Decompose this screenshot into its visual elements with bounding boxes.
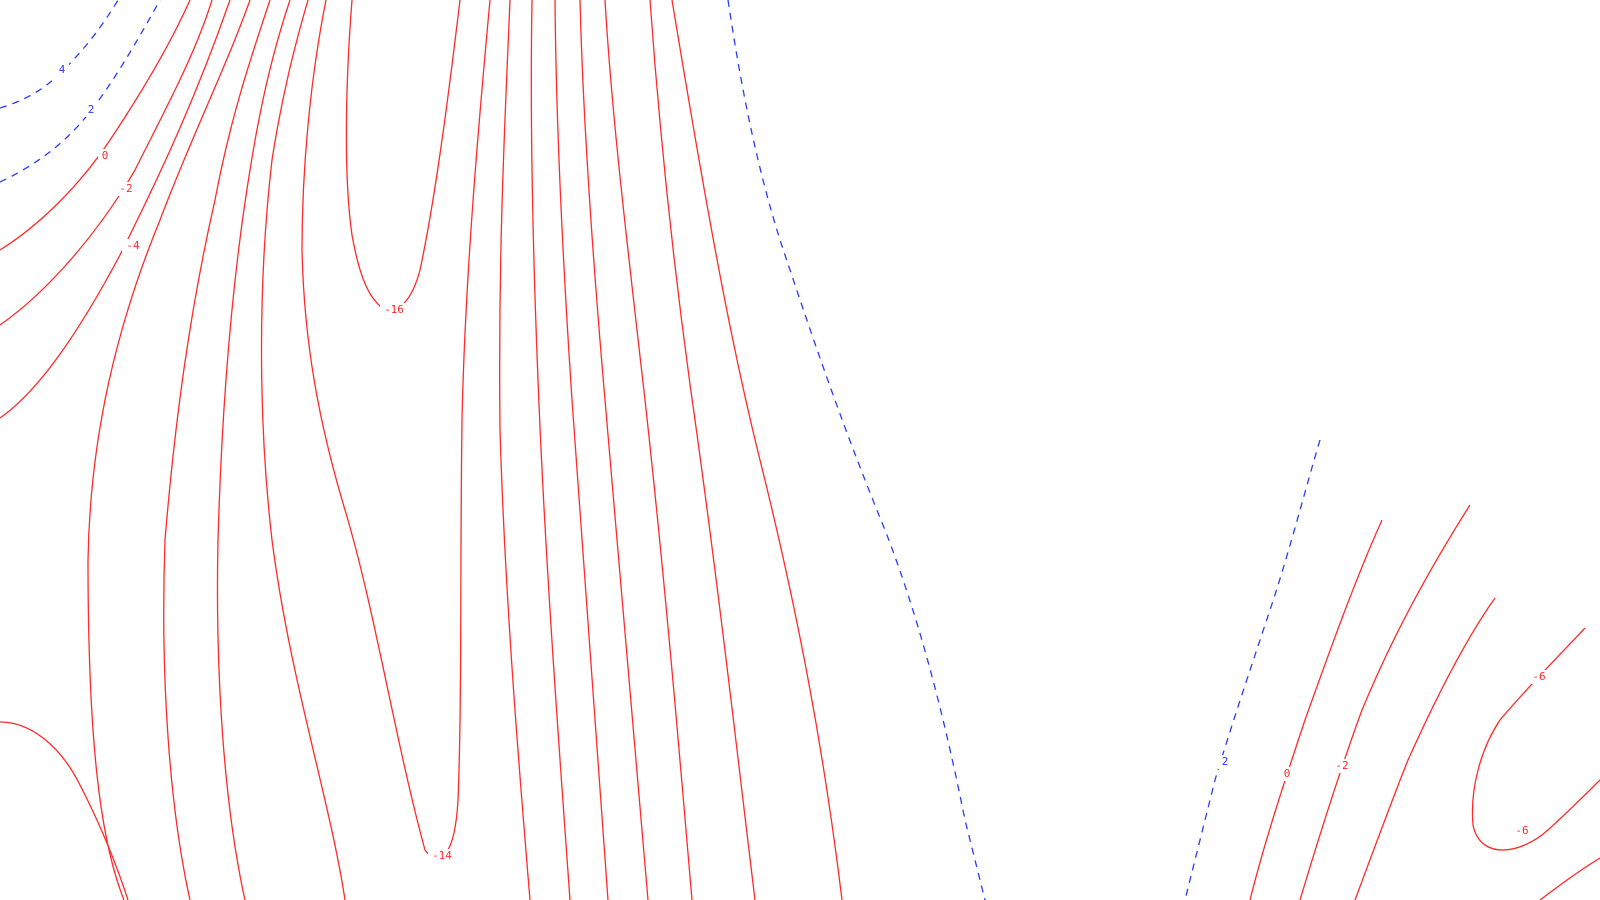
contour-line-m6-left	[87, 0, 251, 900]
contour-label-m6-bottom: -6	[1511, 824, 1533, 838]
contour-line-m8-right	[1539, 857, 1600, 900]
contour-line-bottom-left	[0, 721, 129, 900]
contour-label-p2-left: 2	[84, 103, 98, 117]
svg-text:-4: -4	[126, 239, 140, 252]
svg-text:2: 2	[1222, 755, 1229, 768]
svg-text:0: 0	[102, 149, 109, 162]
contour-line-pos-2-right	[1184, 439, 1321, 900]
contour-label-p4-left: 4	[55, 63, 69, 77]
contour-label-m6-top: -6	[1528, 670, 1550, 684]
contour-line-center-3	[554, 0, 609, 900]
contour-line-m10-left	[216, 0, 291, 900]
contour-line-m2-right	[1299, 504, 1471, 900]
contour-line-center-6	[649, 0, 756, 900]
contour-line-m4-left	[0, 0, 231, 419]
contour-label-m14: -14	[428, 849, 456, 863]
contour-line-0-left	[0, 0, 191, 251]
contour-line-m14	[301, 0, 491, 860]
contour-line-m4-right	[1354, 597, 1496, 900]
contour-line-center-7	[671, 0, 843, 900]
contour-label-m4-left: -4	[122, 239, 144, 253]
contour-line-center-5	[604, 0, 693, 900]
contour-labels: 4 2 0 -2 -4 -16 -14 2	[55, 63, 1550, 863]
contour-line-m16	[345, 0, 461, 311]
contour-line-center-4	[579, 0, 649, 900]
contour-line-center-1	[499, 0, 531, 900]
svg-text:0: 0	[1284, 767, 1291, 780]
svg-text:-16: -16	[384, 303, 404, 316]
svg-text:-6: -6	[1532, 670, 1545, 683]
contour-label-z0-left: 0	[98, 149, 112, 163]
contour-label-m16: -16	[380, 303, 408, 317]
contour-line-m2-left	[0, 0, 213, 326]
contour-line-m12-left	[260, 0, 346, 900]
contour-label-z0-right: 0	[1280, 767, 1294, 781]
contour-line-0-right	[1249, 519, 1383, 900]
contour-line-pos-center	[727, 0, 986, 900]
contour-line-pos-4-left	[0, 0, 119, 109]
contour-label-m2-left: -2	[115, 182, 137, 196]
contour-line-m6-right	[1471, 627, 1600, 851]
svg-text:-2: -2	[1335, 759, 1348, 772]
contour-label-p2-right: 2	[1218, 755, 1232, 769]
contour-line-m8-left	[163, 0, 271, 900]
svg-text:-2: -2	[119, 182, 132, 195]
contour-line-pos-2-left	[0, 0, 161, 183]
contour-line-center-2	[530, 0, 571, 900]
svg-text:2: 2	[88, 103, 95, 116]
svg-text:-14: -14	[432, 849, 452, 862]
svg-text:4: 4	[59, 63, 66, 76]
contour-label-m2-right: -2	[1331, 759, 1353, 773]
svg-text:-6: -6	[1515, 824, 1528, 837]
